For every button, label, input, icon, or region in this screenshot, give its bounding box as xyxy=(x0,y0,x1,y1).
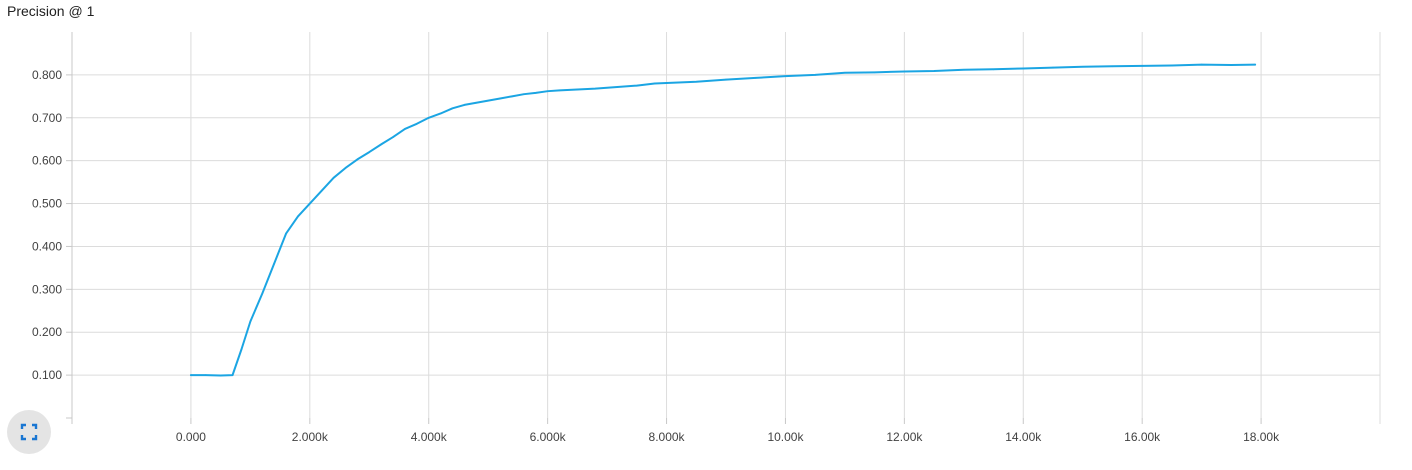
data-point xyxy=(1171,64,1173,67)
series-line xyxy=(189,63,1257,377)
x-tick-label: 6.000k xyxy=(530,430,567,444)
x-tick-label: 12.00k xyxy=(886,430,923,444)
data-point xyxy=(784,75,787,77)
data-point xyxy=(844,71,846,74)
data-point xyxy=(261,292,264,295)
data-point xyxy=(249,320,252,323)
data-point xyxy=(814,74,816,76)
data-point xyxy=(511,95,513,98)
data-point xyxy=(344,167,347,169)
data-point xyxy=(558,89,561,92)
data-point xyxy=(1111,65,1114,68)
y-tick-label: 0.300 xyxy=(32,282,62,296)
data-point xyxy=(576,88,579,91)
data-point xyxy=(240,348,243,351)
chart-title: Precision @ 1 xyxy=(7,3,95,19)
data-point xyxy=(392,136,394,138)
x-tick-label: 10.00k xyxy=(767,430,804,444)
data-point xyxy=(320,189,323,192)
data-point xyxy=(1022,67,1025,70)
x-tick-label: 8.000k xyxy=(649,430,686,444)
x-tick-label: 2.000k xyxy=(292,430,329,444)
expand-chart-button[interactable] xyxy=(7,410,51,454)
data-point xyxy=(963,68,965,71)
data-point xyxy=(873,71,876,74)
data-point xyxy=(665,82,668,84)
data-point xyxy=(356,158,359,161)
data-point xyxy=(1200,63,1203,66)
data-point xyxy=(332,177,335,179)
data-point xyxy=(297,215,299,218)
data-point xyxy=(404,128,406,130)
data-point xyxy=(416,122,418,125)
data-point xyxy=(695,80,698,83)
data-point xyxy=(1052,66,1054,69)
data-point xyxy=(546,90,549,92)
data-point xyxy=(903,70,906,73)
data-point xyxy=(594,87,596,90)
x-tick-label: 14.00k xyxy=(1005,430,1042,444)
data-point xyxy=(190,374,192,376)
data-point xyxy=(523,93,525,95)
y-tick-label: 0.600 xyxy=(32,154,62,168)
data-point xyxy=(1230,64,1233,66)
data-point xyxy=(463,104,466,106)
x-tick-label: 0.000 xyxy=(176,430,206,444)
data-point xyxy=(606,86,608,89)
data-point xyxy=(653,82,656,85)
data-point xyxy=(725,78,727,81)
y-axis-ticks: 0.100 0.200 0.300 0.400 0.500 0.600 0.700 0.800 xyxy=(32,68,72,382)
data-point xyxy=(231,374,234,376)
data-point xyxy=(933,70,935,72)
series-layer xyxy=(189,63,1257,377)
data-point xyxy=(992,68,995,71)
y-tick-label: 0.100 xyxy=(32,368,62,382)
data-point xyxy=(285,232,287,235)
data-point xyxy=(427,116,430,119)
data-point xyxy=(487,99,489,102)
data-point xyxy=(534,92,537,94)
data-point xyxy=(368,151,371,153)
data-point xyxy=(439,112,442,115)
data-point xyxy=(273,262,275,265)
data-point xyxy=(475,101,478,104)
y-tick-label: 0.500 xyxy=(32,197,62,211)
x-axis-ticks: 0.000 2.000k 4.000k 6.000k 8.000k 10.00k 12.00… xyxy=(176,418,1280,444)
y-tick-label: 0.800 xyxy=(32,68,62,82)
x-tick-label: 4.000k xyxy=(411,430,448,444)
axes xyxy=(66,32,1381,424)
data-point xyxy=(1141,65,1143,67)
data-point xyxy=(204,374,207,376)
y-tick-label: 0.200 xyxy=(32,325,62,339)
data-point xyxy=(754,77,757,79)
data-point xyxy=(1081,65,1084,68)
data-point xyxy=(636,84,638,87)
data-point xyxy=(309,202,311,205)
data-point xyxy=(499,97,501,100)
data-point xyxy=(451,107,454,110)
x-tick-label: 16.00k xyxy=(1124,430,1161,444)
gridlines xyxy=(72,32,1380,418)
y-tick-label: 0.700 xyxy=(32,111,62,125)
y-tick-label: 0.400 xyxy=(32,239,62,253)
fullscreen-icon xyxy=(20,423,38,441)
x-tick-label: 18.00k xyxy=(1243,430,1280,444)
data-point xyxy=(1254,63,1256,66)
data-point xyxy=(219,374,222,377)
data-point xyxy=(380,143,382,146)
